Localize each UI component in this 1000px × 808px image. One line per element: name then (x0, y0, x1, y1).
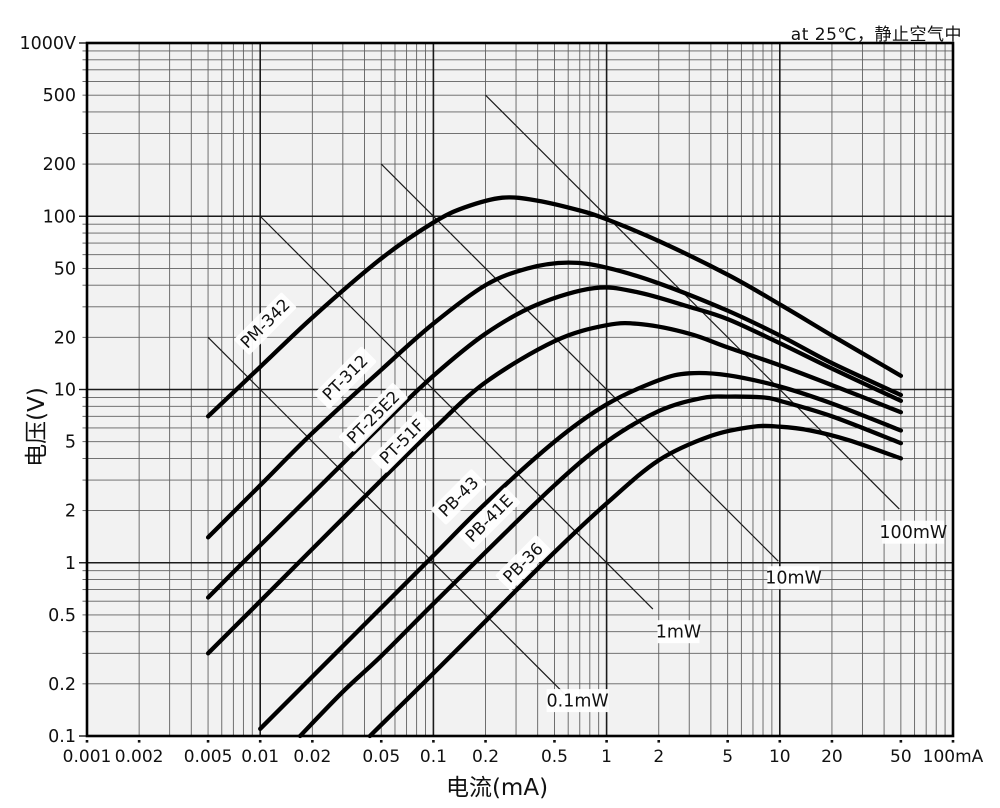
x-axis-tick-label: 0.002 (115, 747, 164, 767)
x-axis-tick-dot (379, 740, 383, 743)
power-lines-layer (207, 94, 900, 701)
y-axis-tick-label: 100 (43, 207, 76, 227)
condition-note: at 25℃，静止空气中 (790, 25, 962, 45)
x-axis-tick-dot (657, 740, 661, 743)
x-axis-tick-dot (206, 740, 210, 743)
x-axis-tick-dot (605, 740, 608, 743)
curve-PB-36 (367, 423, 904, 739)
x-axis-title: 电流(mA) (445, 775, 549, 801)
power-label-text: 1mW (656, 623, 702, 643)
x-axis-tick-label: 0.02 (293, 747, 331, 767)
y-axis-tick-label: 2 (65, 502, 76, 522)
y-axis-tick-label: 5 (65, 433, 76, 453)
curve-PM-342 (205, 195, 904, 419)
power-label-0.1mW: 0.1mW (546, 689, 609, 713)
curve-PT-51F (205, 320, 904, 656)
power-line-100mW (485, 94, 900, 510)
curve-label-bg (314, 346, 377, 409)
x-axis-tick-label: 0.01 (241, 747, 279, 767)
power-label-text: 10mW (765, 569, 822, 589)
y-axis-tick-label: 200 (43, 155, 76, 175)
power-label-1mW: 1mW (656, 620, 702, 644)
y-axis-tick-label: 50 (54, 259, 76, 279)
curve-PT-312 (205, 260, 904, 540)
x-axis-tick-dot (311, 740, 314, 743)
x-axis-tick-dot (830, 740, 834, 743)
curve-label-bg (431, 469, 487, 525)
curve-label-bg (495, 535, 551, 591)
power-label-bg (546, 689, 609, 713)
x-axis-tick-label: 2 (653, 747, 664, 767)
x-axis-tick-label: 0.05 (362, 747, 400, 767)
power-label-text: 100mW (879, 523, 947, 543)
power-label-100mW: 100mW (879, 520, 947, 544)
x-axis-tick-dot (432, 740, 435, 743)
curve-label-bg (339, 383, 408, 452)
curve-PB-43 (258, 370, 904, 731)
x-axis-tick-dot (778, 740, 782, 743)
x-axis-tick-label: 0.5 (541, 747, 568, 767)
x-axis-tick-label: 5 (722, 747, 733, 767)
x-axis-tick-label: 0.2 (472, 747, 499, 767)
x-axis-tick-dot (258, 740, 262, 743)
x-axis-tick-dot (85, 740, 89, 743)
x-axis-tick-label: 20 (821, 747, 843, 767)
curve-label-bg (371, 410, 433, 473)
y-axis-tick-label: 0.2 (48, 675, 76, 695)
y-axis-title: 电压(V) (24, 387, 50, 467)
x-axis-tick-dot (484, 740, 487, 743)
y-axis-tick-label: 20 (54, 328, 76, 348)
y-axis-tick-label: 10 (54, 381, 76, 401)
power-label-text: 0.1mW (547, 692, 609, 712)
x-axis-tick-label: 100mA (923, 747, 984, 767)
power-line-0.1mW (207, 336, 572, 701)
axis-ticks-layer: 0.001 0.002 0.005 0.01 0.02 0.05 0.1 0.2 0.5 1 2 5 1… (19, 34, 983, 767)
x-axis-tick-dot (137, 740, 141, 743)
x-axis-tick-label: 10 (769, 747, 791, 767)
x-axis-tick-label: 0.005 (184, 747, 233, 767)
power-label-bg (657, 620, 700, 644)
power-label-bg (882, 520, 945, 544)
plot-border (85, 41, 955, 738)
y-axis-tick-label: 500 (43, 86, 76, 106)
power-label-bg (767, 566, 820, 590)
curve-PB-41E (297, 394, 904, 739)
power-line-1mW (259, 215, 654, 610)
y-axis-tick-label: 0.5 (48, 606, 76, 626)
x-axis-tick-label: 1 (601, 747, 612, 767)
x-axis-tick-dot (726, 740, 729, 743)
y-axis-tick-label: 1000V (19, 34, 76, 54)
x-axis-tick-label: 0.001 (63, 747, 112, 767)
x-axis-tick-dot (553, 740, 556, 743)
curves-layer (205, 195, 904, 739)
power-line-10mW (380, 163, 779, 562)
power-label-10mW: 10mW (765, 566, 822, 590)
y-axis-tick-label: 0.1 (48, 727, 76, 747)
x-axis-tick-dot (951, 740, 955, 743)
curve-label-bg (458, 487, 521, 550)
curve-PT-25E2 (205, 285, 904, 600)
x-axis-tick-dot (899, 740, 903, 743)
x-axis-tick-label: 50 (890, 747, 912, 767)
y-axis-tick-label: 1 (65, 554, 76, 574)
curve-label-bg (234, 292, 297, 355)
x-axis-tick-label: 0.1 (420, 747, 447, 767)
